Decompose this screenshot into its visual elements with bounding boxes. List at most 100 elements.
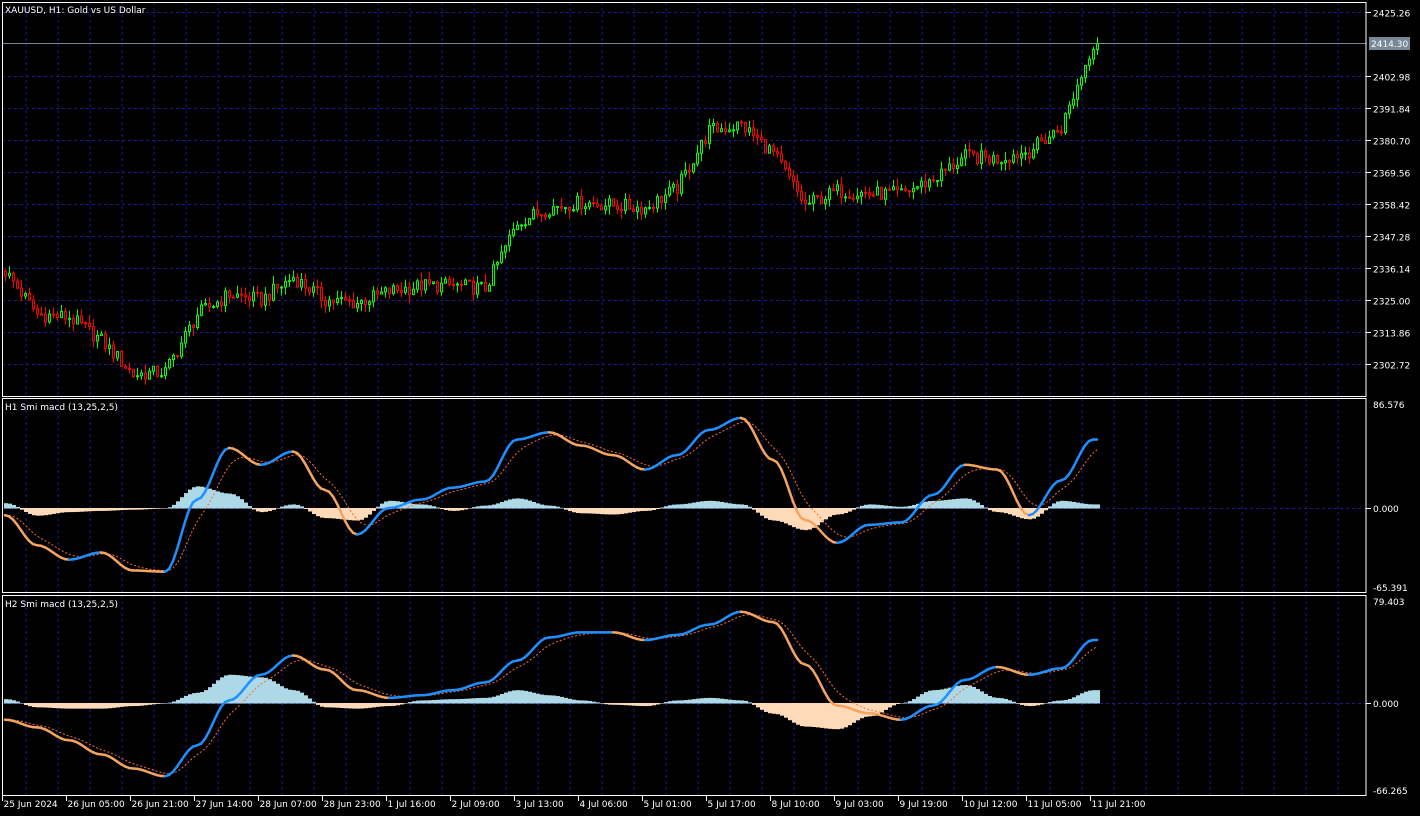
histogram-bar [28, 703, 32, 707]
histogram-bar [896, 506, 900, 509]
histogram-bar [244, 502, 248, 509]
histogram-bar [160, 508, 164, 509]
histogram-bar [292, 690, 296, 704]
candle-bearish [324, 299, 327, 307]
histogram-bar [764, 508, 768, 519]
candle-bullish [152, 365, 155, 372]
histogram-bar [604, 703, 608, 705]
histogram-bar [488, 505, 492, 509]
candle-bearish [56, 313, 59, 319]
histogram-bar [564, 508, 568, 510]
candle-bearish [1016, 154, 1019, 159]
main-line-segment [791, 650, 799, 660]
histogram-bar [524, 499, 528, 509]
histogram-bar [140, 508, 144, 510]
histogram-bar [564, 697, 568, 704]
y-tick-label: 0.000 [1373, 700, 1399, 710]
histogram-bar [268, 679, 272, 704]
candle-bearish [388, 287, 391, 294]
histogram-bar [904, 506, 908, 509]
candle-bearish [16, 280, 19, 289]
candle-bearish [208, 302, 211, 308]
candle-bullish [360, 299, 363, 304]
histogram-bar [884, 505, 888, 509]
candle-bullish [136, 375, 139, 378]
histogram-bar [380, 503, 384, 509]
histogram-bar [560, 696, 564, 704]
histogram-bar [8, 699, 12, 704]
candle-bullish [100, 333, 103, 337]
histogram-bar [276, 683, 280, 704]
histogram-bar [468, 698, 472, 704]
histogram-bar [1036, 508, 1040, 517]
histogram-bar [640, 703, 644, 707]
grid [2, 2, 1366, 795]
histogram-bar [484, 505, 488, 509]
histogram-bar [240, 499, 244, 509]
histogram-bar [600, 508, 604, 515]
histogram-bar [44, 508, 48, 516]
candle-bearish [228, 290, 231, 298]
histogram-bar [76, 508, 80, 512]
histogram-bar [768, 703, 772, 714]
main-line-segment [179, 520, 187, 537]
histogram-bar [428, 505, 432, 509]
candle-bearish [420, 280, 423, 291]
candle-bullish [1000, 162, 1003, 165]
histogram-bar [352, 703, 356, 709]
histogram-bar [1048, 506, 1052, 509]
histogram-bar [132, 703, 136, 707]
histogram-bar [868, 504, 872, 509]
histogram-bar [744, 700, 748, 704]
candle-bearish [560, 205, 563, 209]
candle-bullish [876, 186, 879, 196]
candle-bearish [968, 149, 971, 152]
histogram-bar [580, 700, 584, 704]
x-tick-label: 9 Jul 03:00 [836, 800, 885, 810]
histogram-bar [672, 504, 676, 509]
histogram-bar [256, 508, 260, 512]
histogram-bar [144, 703, 148, 706]
histogram-bar [304, 695, 308, 704]
candle-bearish [976, 153, 979, 164]
histogram-bar [96, 703, 100, 709]
candle-bullish [680, 173, 683, 194]
candle-bearish [744, 121, 747, 133]
histogram-bar [632, 703, 636, 706]
histogram-bar [736, 504, 740, 509]
histogram-bar [280, 686, 284, 704]
histogram-bar [120, 703, 124, 707]
histogram-bar [972, 686, 976, 704]
histogram-bar [364, 508, 368, 518]
histogram-bar [1084, 691, 1088, 704]
candle-bearish [1060, 131, 1063, 134]
histogram-bar [692, 502, 696, 509]
candle-bullish [532, 209, 535, 220]
candle-bullish [916, 186, 919, 189]
histogram-bar [288, 689, 292, 704]
histogram-bar [556, 696, 560, 704]
main-line-segment [167, 559, 175, 571]
candle-bearish [756, 134, 759, 138]
histogram-bar [832, 703, 836, 730]
histogram-bar [636, 508, 640, 512]
histogram-bar [596, 702, 600, 704]
histogram-bar [1072, 697, 1076, 704]
candle-bullish [340, 297, 343, 300]
candle-bullish [836, 184, 839, 192]
histogram-bar [224, 675, 228, 704]
histogram-bar [1012, 508, 1016, 516]
candle-bearish [128, 367, 131, 370]
histogram-bar [264, 508, 268, 512]
histogram-bar [1032, 703, 1036, 706]
histogram-bar [308, 698, 312, 704]
histogram-bar [588, 700, 592, 704]
histogram-bar [400, 703, 404, 705]
histogram-bar [552, 695, 556, 704]
histogram-bar [700, 698, 704, 704]
histogram-bar [448, 699, 452, 704]
histogram-bar [432, 700, 436, 704]
histogram-bar [188, 489, 192, 509]
x-tick-label: 27 Jun 14:00 [196, 800, 253, 810]
